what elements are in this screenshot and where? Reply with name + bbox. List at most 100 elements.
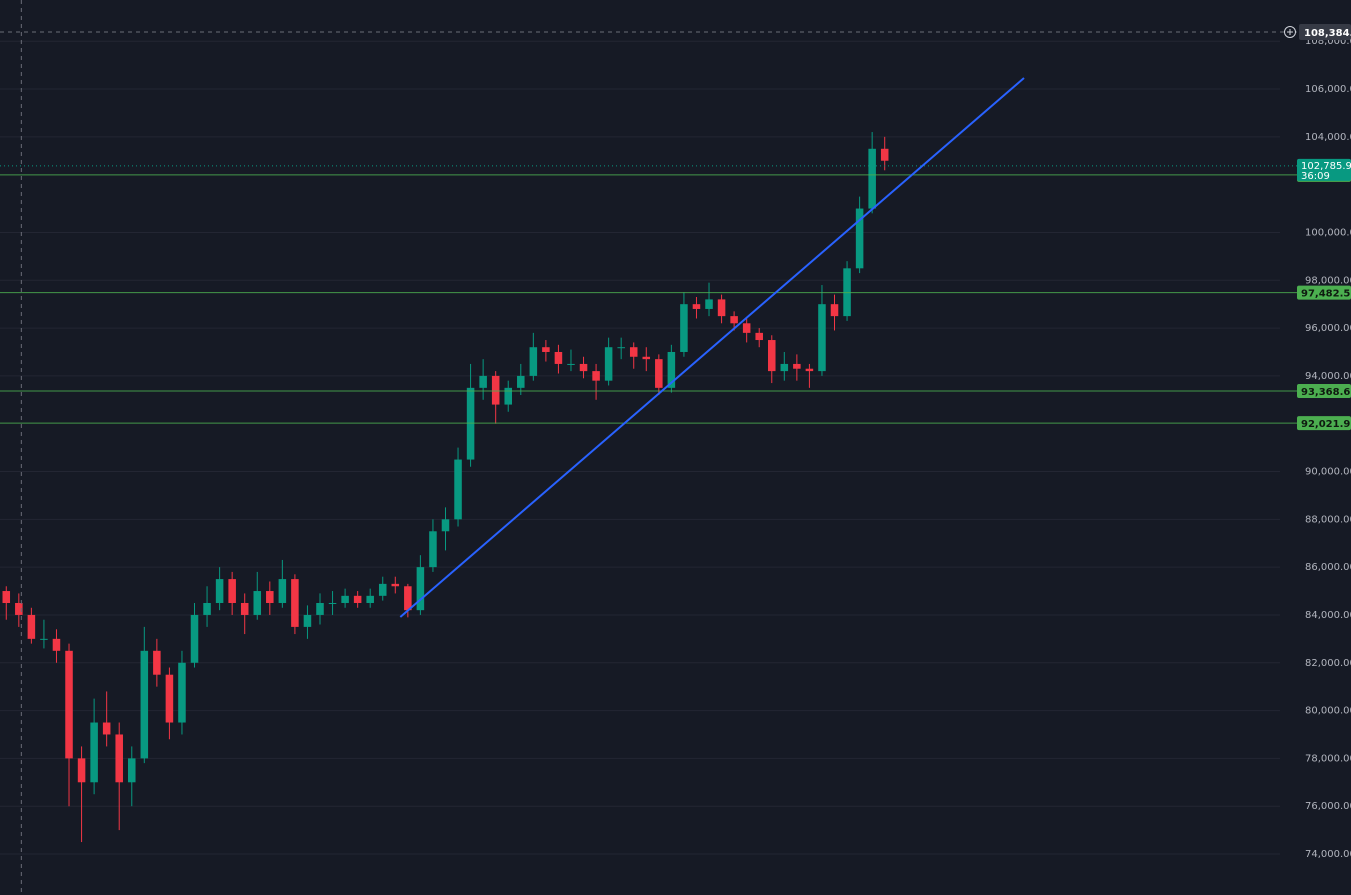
candle-body	[705, 299, 713, 309]
candle-body	[266, 591, 274, 603]
candle-body	[228, 579, 236, 603]
trend-line	[399, 77, 1025, 618]
candle-body	[115, 734, 123, 783]
candle-body	[479, 375, 487, 388]
candle-body	[667, 351, 676, 388]
last-price-label: 102,785.97	[1301, 161, 1351, 172]
candle-body	[567, 363, 575, 365]
candle-body	[780, 363, 789, 372]
candle-body	[793, 363, 801, 369]
crosshair-label-bg	[1299, 24, 1351, 41]
level-label-bg	[1297, 383, 1351, 398]
candle-body	[504, 387, 512, 405]
level-label-bg	[1297, 416, 1351, 431]
candle-body	[27, 614, 36, 639]
level-label: 92,021.96	[1301, 419, 1351, 430]
candle-body	[579, 363, 588, 372]
candle-body	[454, 459, 462, 520]
candle-body	[466, 387, 475, 460]
level-label: 93,368.66	[1301, 387, 1351, 398]
add-alert-button[interactable]	[1284, 26, 1296, 39]
y-tick-label: 100,000.00	[1305, 227, 1351, 238]
candle-body	[529, 347, 538, 376]
candle-body	[153, 650, 161, 675]
candle-body	[855, 208, 864, 269]
candle-body	[604, 347, 613, 381]
y-tick-label: 78,000.00	[1305, 753, 1351, 764]
y-tick-label: 74,000.00	[1305, 849, 1351, 860]
y-tick-label: 106,000.00	[1305, 84, 1351, 95]
candle-body	[517, 375, 525, 388]
candle-body	[378, 583, 387, 596]
y-tick-label: 104,000.00	[1305, 132, 1351, 143]
countdown-label: 36:09	[1301, 171, 1330, 182]
candle-body	[692, 304, 701, 309]
y-tick-label: 108,000.00	[1305, 36, 1351, 47]
y-tick-label: 82,000.00	[1305, 658, 1351, 669]
candle-body	[391, 583, 400, 587]
candle-body	[2, 591, 11, 603]
candle-body	[730, 316, 738, 324]
candle-body	[642, 356, 651, 360]
y-tick-label: 80,000.00	[1305, 706, 1351, 717]
candle-body	[617, 347, 625, 349]
candle-body	[178, 662, 186, 723]
candle-body	[768, 340, 776, 372]
candle-body	[416, 567, 425, 611]
candle-body	[353, 595, 362, 603]
y-tick-label: 90,000.00	[1305, 467, 1351, 478]
y-tick-label: 86,000.00	[1305, 562, 1351, 573]
candle-body	[341, 595, 349, 603]
candle-body	[542, 347, 550, 352]
candle-body	[805, 368, 814, 372]
candle-body	[441, 519, 450, 532]
candle-body	[215, 579, 224, 603]
y-tick-label: 76,000.00	[1305, 801, 1351, 812]
candle-body	[680, 304, 688, 352]
level-label: 97,482.56	[1301, 289, 1351, 300]
y-tick-label: 98,000.00	[1305, 275, 1351, 286]
candle-body	[880, 148, 889, 161]
candle-body	[190, 614, 199, 663]
candle-body	[742, 323, 751, 333]
candle-body	[717, 299, 726, 317]
add-alert-icon	[1287, 29, 1293, 36]
candle-body	[253, 591, 262, 615]
candle-body	[328, 602, 337, 604]
candle-body	[15, 602, 23, 615]
candle-body	[102, 722, 111, 735]
y-tick-label: 96,000.00	[1305, 323, 1351, 334]
y-tick-label: 88,000.00	[1305, 514, 1351, 525]
candle-body	[366, 595, 374, 603]
crosshair-label: 108,384.51	[1304, 28, 1351, 39]
candle-body	[128, 758, 136, 783]
candle-body	[491, 375, 500, 405]
candle-body	[404, 586, 412, 611]
candle-body	[629, 347, 638, 357]
candle-body	[554, 351, 563, 364]
y-tick-label: 84,000.00	[1305, 610, 1351, 621]
candle-body	[40, 638, 48, 640]
candle-body	[429, 531, 437, 568]
candle-body	[291, 579, 299, 627]
candle-body	[592, 371, 600, 381]
y-tick-label: 94,000.00	[1305, 371, 1351, 382]
candle-body	[52, 638, 61, 651]
candle-body	[316, 602, 324, 615]
candle-body	[868, 148, 876, 209]
level-label-bg	[1297, 285, 1351, 300]
candle-body	[90, 722, 98, 783]
last-price-bg	[1297, 158, 1351, 181]
candle-body	[65, 650, 73, 759]
candle-body	[240, 602, 249, 615]
candle-body	[165, 674, 174, 723]
candle-body	[203, 602, 211, 615]
candle-body	[830, 304, 839, 317]
candle-body	[278, 579, 287, 603]
candle-body	[77, 758, 86, 783]
candle-body	[755, 332, 763, 341]
candle-body	[655, 359, 663, 388]
